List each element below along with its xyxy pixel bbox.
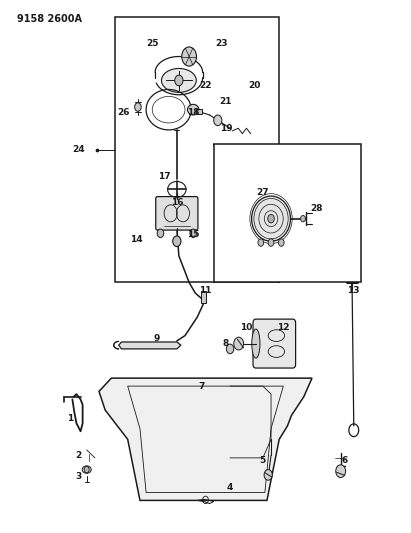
Text: 1: 1 xyxy=(67,414,74,423)
Bar xyxy=(196,109,202,115)
Circle shape xyxy=(336,465,346,478)
Text: 21: 21 xyxy=(220,97,232,106)
Ellipse shape xyxy=(252,329,260,358)
Circle shape xyxy=(268,214,274,223)
Text: 20: 20 xyxy=(249,81,261,90)
Text: 22: 22 xyxy=(199,81,212,90)
Text: 9: 9 xyxy=(153,334,159,343)
Text: 4: 4 xyxy=(227,482,233,491)
Text: 3: 3 xyxy=(75,472,82,481)
Circle shape xyxy=(226,344,234,354)
Ellipse shape xyxy=(162,68,196,92)
Circle shape xyxy=(258,239,264,246)
Text: 5: 5 xyxy=(260,456,266,465)
Text: 12: 12 xyxy=(277,323,290,332)
Text: 8: 8 xyxy=(223,339,229,348)
Ellipse shape xyxy=(252,196,291,241)
Text: 27: 27 xyxy=(256,188,269,197)
Text: 11: 11 xyxy=(199,286,212,295)
Text: 2: 2 xyxy=(75,451,82,460)
Text: 9158 2600A: 9158 2600A xyxy=(17,14,82,24)
Text: 17: 17 xyxy=(158,172,171,181)
Circle shape xyxy=(84,466,89,473)
Circle shape xyxy=(190,229,196,238)
Circle shape xyxy=(173,236,181,247)
Text: 18: 18 xyxy=(187,108,199,117)
FancyBboxPatch shape xyxy=(253,319,296,368)
Ellipse shape xyxy=(187,104,199,115)
Text: 19: 19 xyxy=(219,124,232,133)
Bar xyxy=(214,144,361,282)
Text: 13: 13 xyxy=(347,286,359,295)
FancyBboxPatch shape xyxy=(156,197,198,230)
Text: 24: 24 xyxy=(72,145,85,154)
Circle shape xyxy=(182,47,196,66)
Circle shape xyxy=(278,239,284,246)
Text: 10: 10 xyxy=(240,323,253,332)
Text: 26: 26 xyxy=(117,108,130,117)
Text: 7: 7 xyxy=(198,382,205,391)
Circle shape xyxy=(175,75,183,86)
Circle shape xyxy=(300,215,305,222)
Circle shape xyxy=(157,229,164,238)
Text: 6: 6 xyxy=(342,456,348,465)
Circle shape xyxy=(264,470,272,480)
Text: 15: 15 xyxy=(187,230,199,239)
Text: 14: 14 xyxy=(129,236,142,245)
Polygon shape xyxy=(99,378,312,500)
Bar xyxy=(201,291,206,303)
Circle shape xyxy=(234,337,244,350)
Ellipse shape xyxy=(82,466,91,473)
Circle shape xyxy=(214,115,222,126)
Text: 16: 16 xyxy=(171,198,183,207)
Text: 23: 23 xyxy=(216,39,228,48)
Circle shape xyxy=(135,103,141,111)
Text: 25: 25 xyxy=(146,39,159,48)
Circle shape xyxy=(268,239,274,246)
Bar xyxy=(115,17,279,282)
Text: 28: 28 xyxy=(310,204,322,213)
Polygon shape xyxy=(119,342,181,349)
